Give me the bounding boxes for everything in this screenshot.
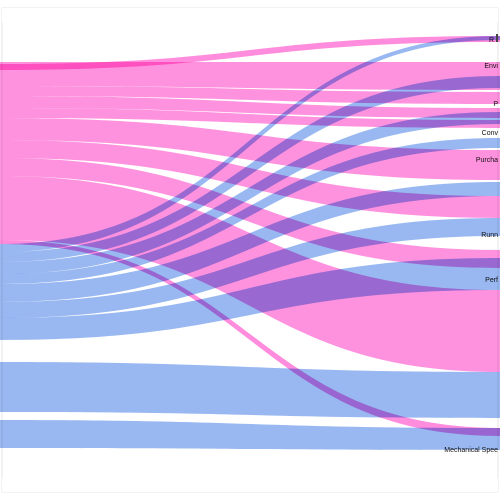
flow-link-11: [0, 36, 500, 252]
target-label-8: Mechanical Spee: [444, 447, 498, 454]
flow-link-14: [0, 138, 500, 284]
target-label-4: Conv: [482, 130, 499, 137]
target-label-3: P: [493, 101, 498, 108]
flow-link-4: [0, 108, 500, 128]
target-label-5: Purcha: [476, 157, 498, 164]
flow-link-3: [0, 96, 500, 118]
bottom-band: [2, 478, 498, 492]
flow-link-16: [0, 218, 500, 318]
top-band: [2, 8, 498, 22]
target-label-6: Runn: [481, 232, 498, 239]
target-node-bar-1: [496, 34, 498, 42]
flow-link-1: [0, 62, 500, 90]
flow-link-17: [0, 258, 500, 340]
flow-link-9: [0, 36, 500, 70]
target-label-1: R: [489, 37, 494, 44]
target-nodes-group: R Envi P Conv Purcha Runn Perf Mechanica…: [444, 34, 498, 454]
flow-link-10: [0, 240, 500, 436]
target-label-7: Perf: [485, 277, 498, 284]
flow-link-15: [0, 182, 500, 302]
flow-link-12: [0, 76, 500, 262]
links-group: [0, 36, 500, 450]
flow-link-18: [0, 362, 500, 418]
flow-link-13: [0, 112, 500, 274]
flow-link-5: [0, 118, 500, 180]
target-label-2: Envi: [484, 63, 498, 70]
flow-link-19: [0, 420, 500, 450]
